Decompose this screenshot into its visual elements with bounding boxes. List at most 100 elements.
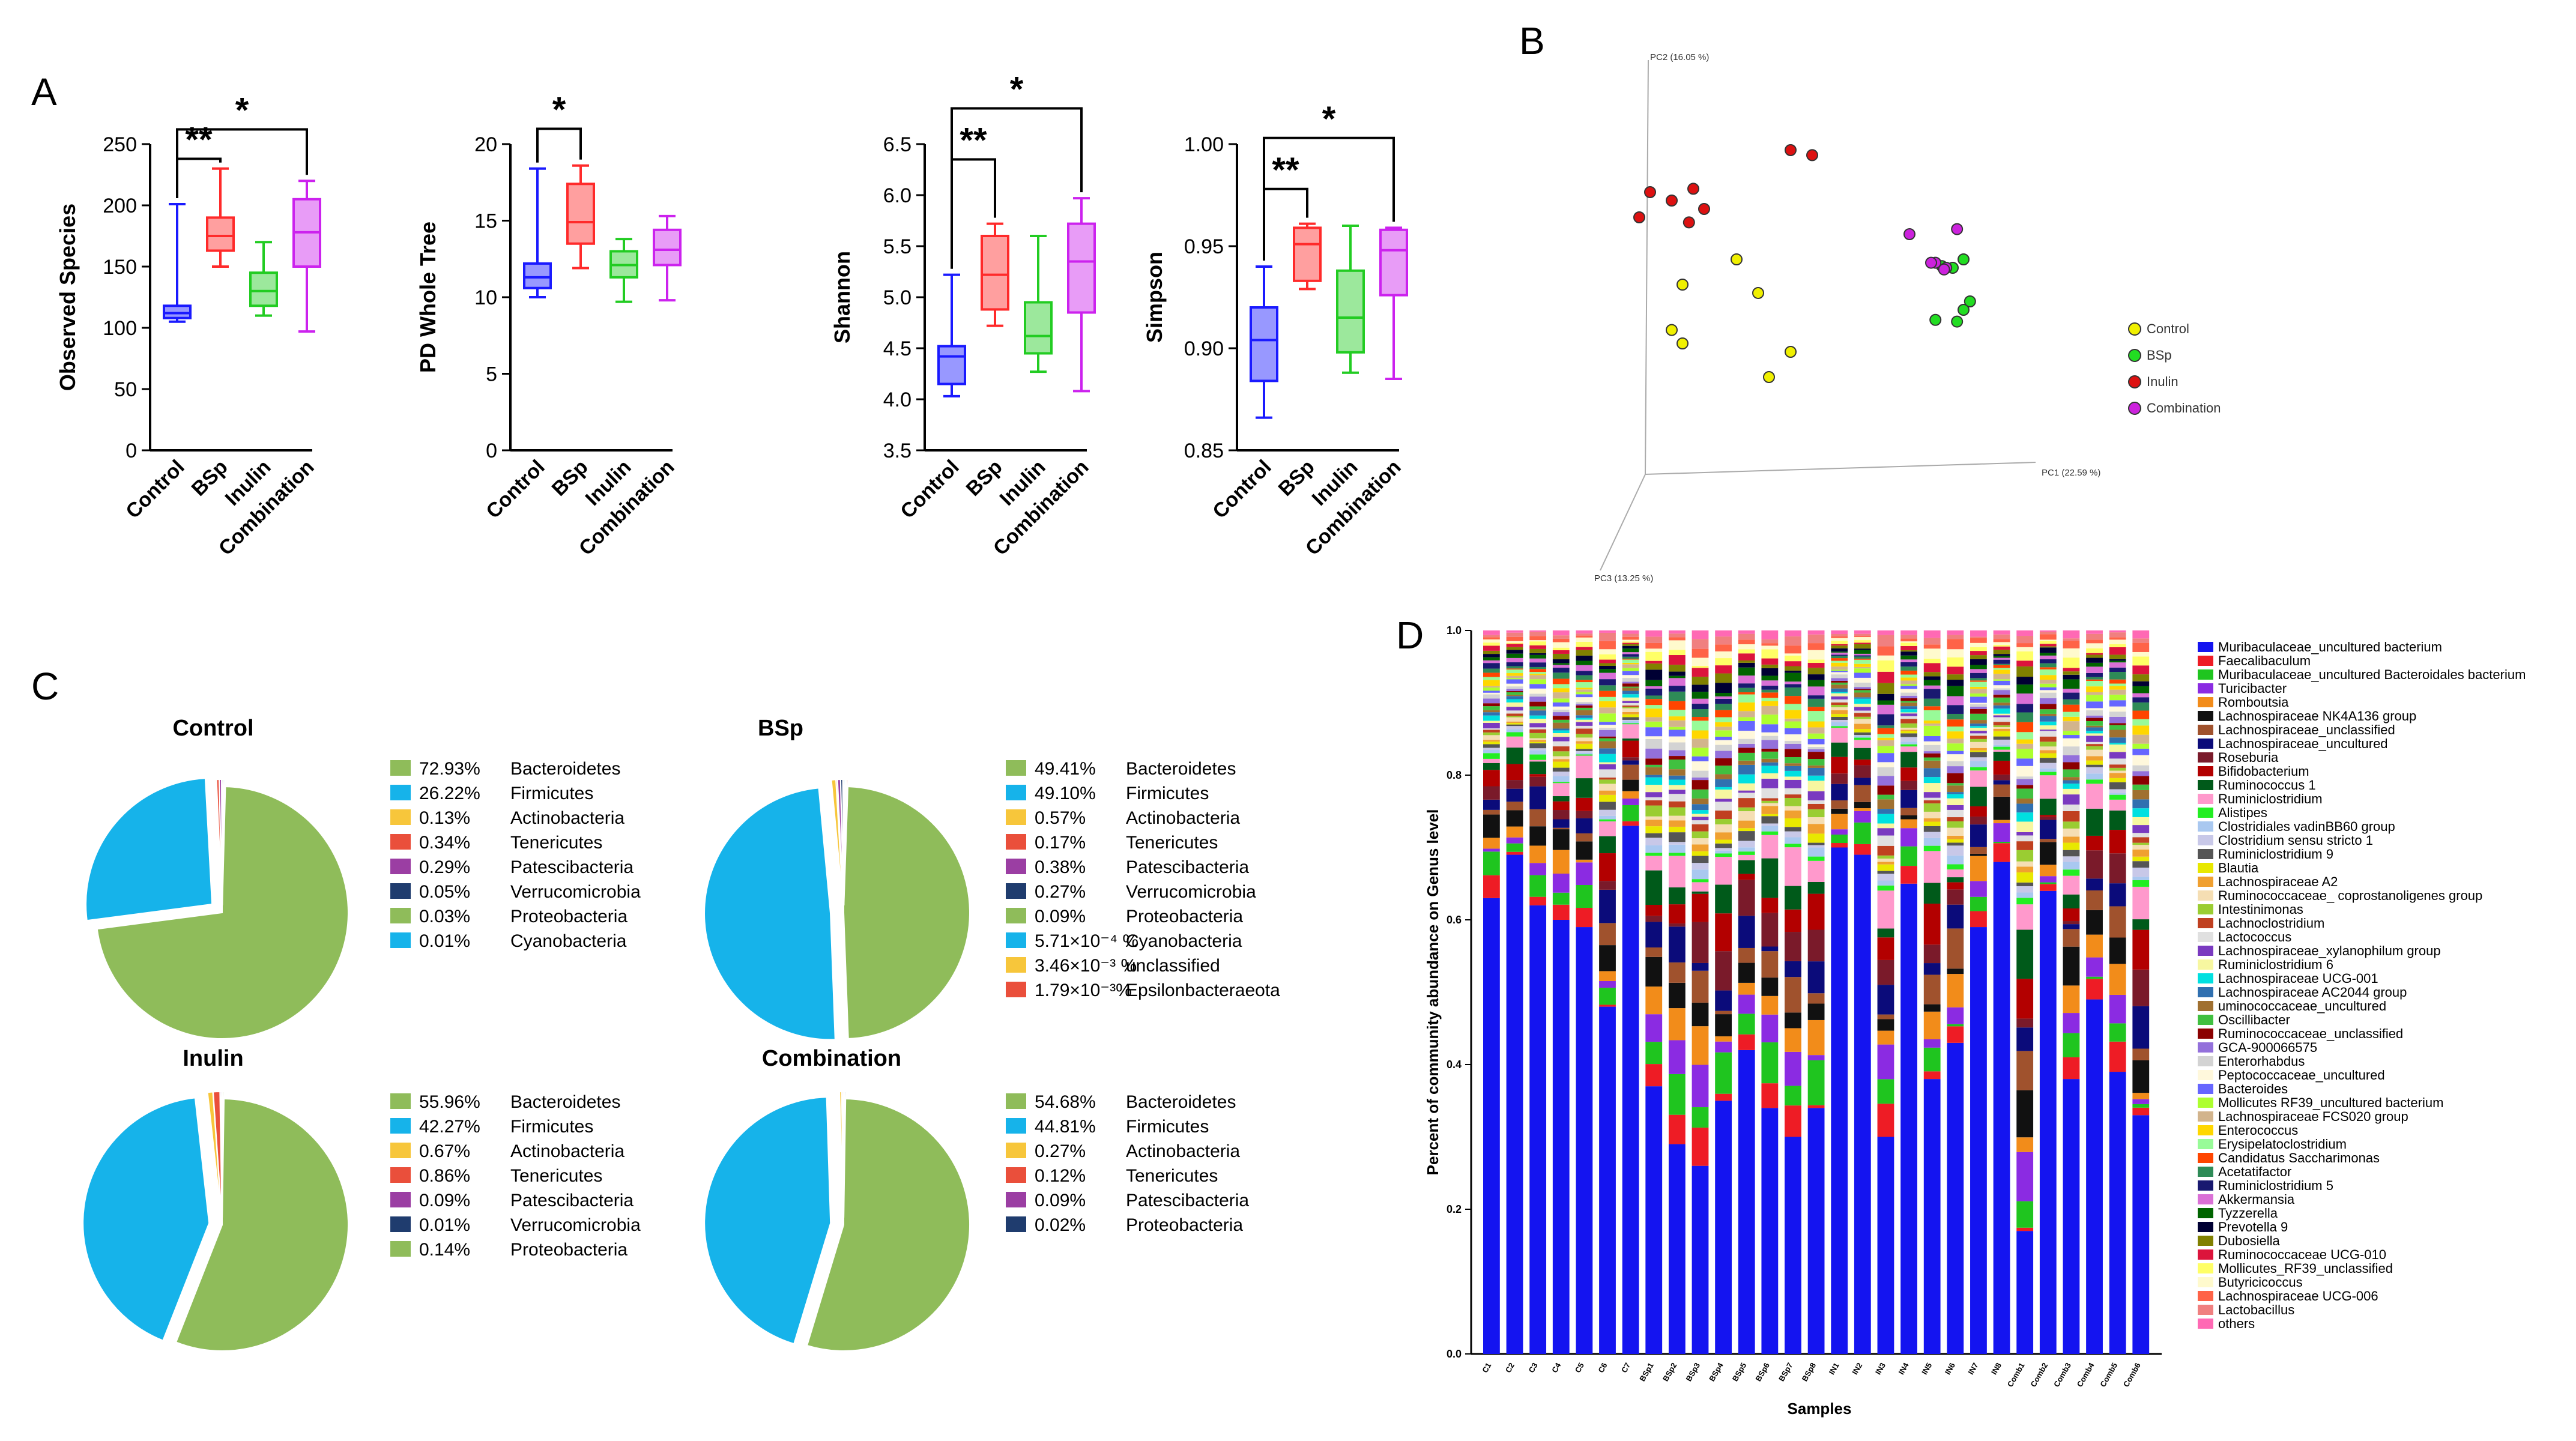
y-tick-label: 150 [103, 256, 137, 279]
sample-label: Comb3 [2052, 1361, 2073, 1389]
bar-segment [2016, 866, 2034, 872]
y-tick-label: 200 [103, 195, 137, 217]
bar-segment [1668, 730, 1686, 737]
bar-segment [1622, 738, 1639, 741]
bar-segment [1622, 717, 1639, 720]
bar-segment [1877, 762, 1894, 767]
bar-segment [1715, 839, 1732, 844]
bar-segment [1552, 756, 1570, 760]
d-y-axis-title: Percent of community abundance on Genus … [1424, 809, 1442, 1176]
pie-legend-value: 55.96% [419, 1092, 480, 1112]
stacked-bar-bsp1 [1645, 630, 1663, 1354]
pie-legend-value: 42.27% [419, 1117, 480, 1137]
bar-segment [1854, 663, 1871, 667]
bar-segment [2039, 646, 2057, 648]
bar-segment [1483, 660, 1500, 663]
bar-segment [1738, 760, 1755, 765]
bar-segment [1993, 659, 2010, 664]
significance-stars: ** [185, 120, 213, 159]
bar-segment [1970, 704, 1987, 707]
sample-label: IN6 [1943, 1361, 1957, 1376]
bar-segment [1599, 779, 1616, 784]
bar-segment [1692, 962, 1709, 971]
y-tick-label: 4.5 [883, 337, 912, 360]
d-legend-swatch [2198, 1194, 2213, 1204]
pie-legend-swatch [1006, 1192, 1026, 1207]
bar-segment [2109, 799, 2126, 811]
d-legend-swatch [2198, 1222, 2213, 1232]
bar-segment [2086, 654, 2103, 658]
sample-label: C4 [1550, 1361, 1563, 1374]
bar-segment [1622, 681, 1639, 684]
bar-segment [1645, 777, 1663, 785]
bar-segment [1622, 648, 1639, 653]
bar-segment [2016, 630, 2034, 636]
bar-segment [1831, 728, 1848, 743]
bar-segment-muribaculaceae [1831, 847, 1848, 1354]
pie-legend-label: Bacteroidetes [510, 759, 620, 779]
bar-segment [2132, 665, 2150, 675]
bar-segment [2109, 725, 2126, 730]
bar-segment [1785, 810, 1801, 818]
bar-segment [1576, 741, 1593, 744]
bar-segment [1993, 715, 2010, 717]
bar-segment [2039, 721, 2057, 726]
bar-segment [2039, 690, 2057, 693]
bar-segment [1900, 719, 1917, 724]
bar-segment [1599, 769, 1616, 778]
bar-segment [1738, 793, 1755, 799]
bar-segment [1900, 698, 1917, 701]
d-legend-label: others [2218, 1316, 2255, 1331]
bar-segment [1807, 1105, 1825, 1108]
bar-segment [1552, 772, 1570, 776]
bar-segment [1877, 794, 1894, 800]
bar-segment [1552, 672, 1570, 679]
bar-segment [1900, 713, 1917, 716]
bar-segment [1854, 822, 1871, 844]
bar-segment [1785, 1028, 1801, 1052]
d-legend-label: Enterococcus [2218, 1123, 2298, 1138]
pie-slice-bacteroidetes [175, 1098, 349, 1352]
bar-segment [1831, 716, 1848, 720]
bar-segment [1761, 778, 1779, 788]
bar-segment [1576, 680, 1593, 683]
bar-segment [2109, 853, 2126, 884]
y-axis-title: Observed Species [55, 204, 80, 391]
bar-segment [2063, 1033, 2080, 1057]
bar-segment [1947, 635, 1964, 639]
pie-legend-swatch [1006, 1143, 1026, 1158]
pie-legend-swatch [390, 932, 411, 948]
pie-legend-label: Tenericutes [510, 833, 602, 853]
bar-segment [1506, 721, 1523, 724]
bar-segment [1993, 796, 2010, 820]
d-legend-label: Lachnospiraceae NK4A136 group [2218, 708, 2416, 724]
d-legend-swatch [2198, 1015, 2213, 1025]
bar-segment [1877, 704, 1894, 714]
bar-segment [1970, 681, 1987, 687]
bar-segment [1506, 826, 1523, 838]
pie-legend-swatch [1006, 982, 1026, 997]
bar-segment [2063, 929, 2080, 947]
pie-slice-proteobacteria [843, 1090, 847, 1218]
scatter-point [1677, 337, 1689, 349]
box-control [937, 273, 966, 397]
bar-segment [1877, 753, 1894, 763]
bar-segment [1645, 838, 1663, 845]
bar-segment [2086, 686, 2103, 692]
bar-segment [2109, 660, 2126, 663]
bar-segment [2086, 934, 2103, 958]
bar-segment [1831, 684, 1848, 689]
d-legend-swatch [2198, 821, 2213, 832]
bar-segment [2109, 672, 2126, 680]
bar-segment [1599, 736, 1616, 739]
scatter-point [1633, 211, 1645, 223]
bar-segment [1831, 638, 1848, 641]
pie-legend-label: unclassified [1126, 956, 1220, 976]
bar-segment [1599, 790, 1616, 795]
bar-segment [1738, 687, 1755, 692]
bar-segment [1900, 666, 1917, 671]
bar-segment [1622, 633, 1639, 637]
bar-segment [1529, 723, 1547, 728]
bar-segment [2109, 782, 2126, 790]
bar-segment [1552, 776, 1570, 782]
